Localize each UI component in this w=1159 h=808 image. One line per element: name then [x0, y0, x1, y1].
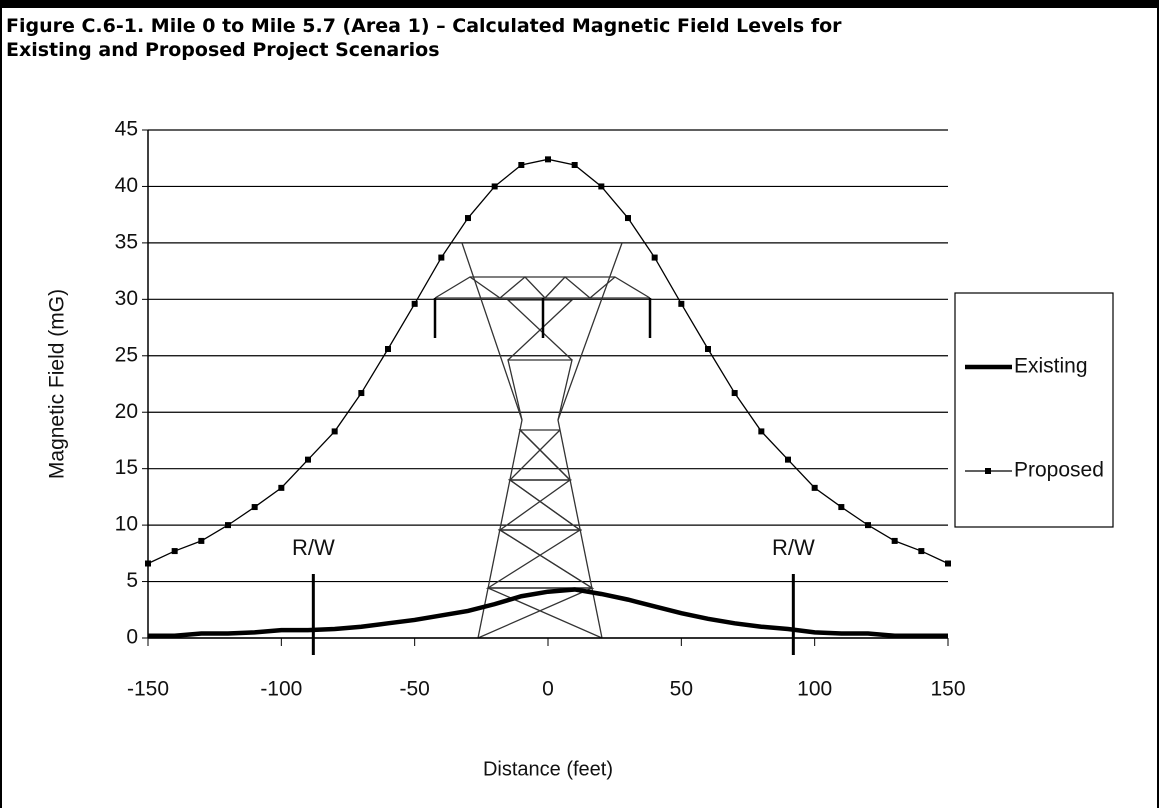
marker [385, 346, 391, 353]
x-tick-label: 0 [542, 678, 554, 701]
x-tick-label: 50 [670, 678, 693, 701]
marker [731, 390, 738, 397]
marker [438, 254, 445, 261]
marker [518, 161, 525, 168]
marker [678, 300, 685, 307]
y-tick-label: 10 [115, 513, 138, 536]
marker [838, 504, 845, 511]
marker [491, 183, 498, 190]
marker [465, 215, 471, 222]
y-tick-label: 40 [115, 174, 138, 197]
annotation: R/W [772, 535, 815, 560]
y-tick-label: 35 [115, 230, 138, 253]
marker [811, 484, 818, 491]
x-axis-label: Distance (feet) [483, 758, 613, 780]
legend-marker [985, 468, 991, 474]
y-tick-label: 0 [126, 626, 138, 649]
marker [865, 522, 871, 529]
series-line [147, 158, 949, 565]
marker [945, 560, 951, 567]
y-tick-label: 30 [115, 287, 138, 310]
chart-title: Figure C.6-1. Mile 0 to Mile 5.7 (Area 1… [6, 14, 842, 62]
x-tick-label: -100 [260, 678, 302, 701]
insulators [433, 298, 652, 338]
x-tick-label: 100 [797, 678, 832, 701]
marker [891, 537, 898, 544]
marker [411, 300, 418, 307]
title-line: Existing and Proposed Project Scenarios [6, 39, 440, 61]
marker [145, 560, 151, 567]
marker [251, 504, 258, 511]
legend-label: Existing [1014, 355, 1088, 378]
y-tick-label: 15 [115, 456, 138, 479]
marker [278, 484, 285, 491]
series-line [148, 587, 948, 638]
legend-box [954, 292, 1114, 528]
y-axis-label: Magnetic Field (mG) [46, 289, 69, 479]
marker [545, 156, 551, 163]
marker [918, 548, 925, 555]
y-tick-label: 20 [115, 400, 138, 423]
marker [225, 522, 231, 529]
marker [651, 254, 658, 261]
y-tick-label: 5 [126, 569, 138, 592]
annotation: R/W [292, 535, 335, 560]
marker [571, 161, 578, 168]
y-tick-label: 25 [115, 343, 138, 366]
tower [434, 242, 651, 639]
x-tick-label: -150 [127, 678, 169, 701]
marker [758, 428, 765, 435]
marker [358, 390, 365, 397]
x-tick-label: 150 [930, 678, 965, 701]
legend-label: Proposed [1014, 459, 1104, 482]
marker [785, 456, 791, 463]
x-tick-label: -50 [399, 678, 429, 701]
marker [305, 456, 311, 463]
title-line: Figure C.6-1. Mile 0 to Mile 5.7 (Area 1… [6, 15, 842, 37]
marker [331, 428, 338, 435]
marker [171, 548, 178, 555]
marker [598, 183, 605, 190]
marker [705, 346, 711, 353]
marker [625, 215, 631, 222]
y-tick-label: 45 [115, 118, 138, 141]
marker [198, 537, 205, 544]
